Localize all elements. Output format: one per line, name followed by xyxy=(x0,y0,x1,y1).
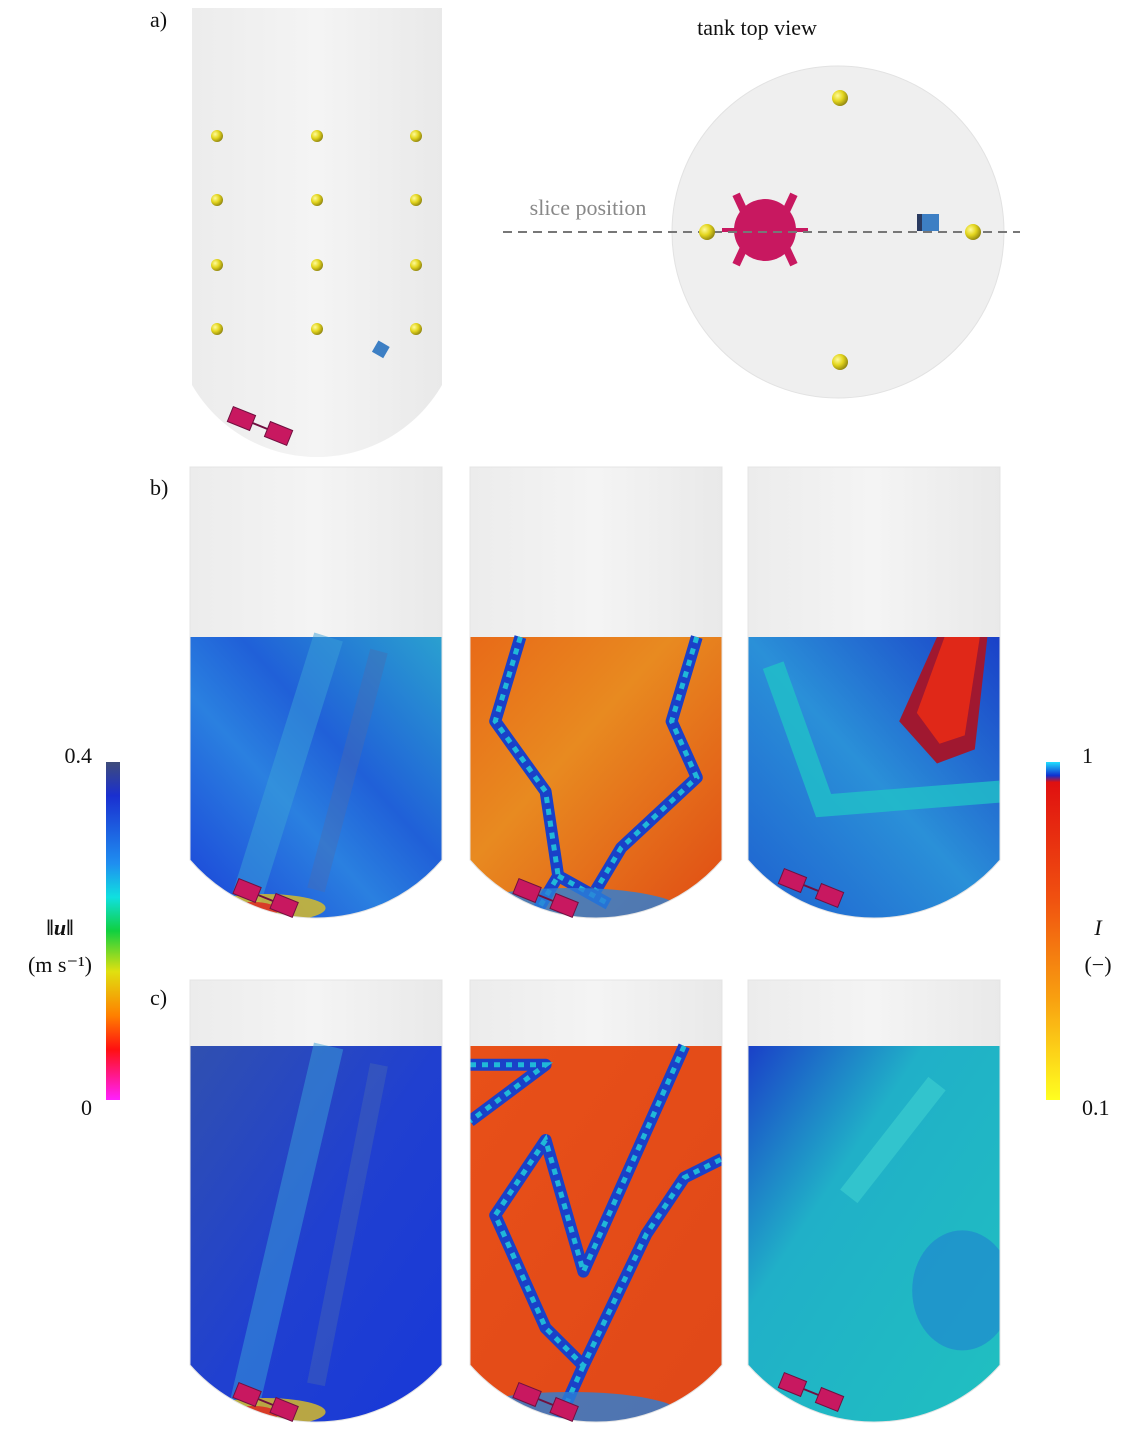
colorbar-unit: (−) xyxy=(1084,952,1111,977)
slice-panel xyxy=(748,467,1000,920)
colorbar-min: 0 xyxy=(81,1095,92,1120)
sensor-sphere xyxy=(311,194,323,206)
hot-spot xyxy=(228,1406,278,1422)
sensor-sphere xyxy=(311,259,323,271)
sensor-sphere xyxy=(211,259,223,271)
tank-empty xyxy=(470,980,722,1046)
tank-side-view xyxy=(192,8,442,457)
tank-empty xyxy=(190,467,442,637)
slice-label: slice position xyxy=(530,195,647,220)
tank-empty xyxy=(748,980,1000,1046)
sensor-sphere xyxy=(410,259,422,271)
panel-label: b) xyxy=(150,475,168,500)
colorbar-unit: (m s⁻¹) xyxy=(28,952,92,977)
colorbar-symbol: ‖u‖ xyxy=(46,915,73,940)
colorbar-min: 0.1 xyxy=(1082,1095,1110,1120)
colorbar-max: 1 xyxy=(1082,743,1093,768)
tank-empty xyxy=(470,467,722,637)
sensor-sphere xyxy=(311,130,323,142)
slice-panel xyxy=(190,467,442,922)
top-view-title: tank top view xyxy=(697,15,817,40)
figure: a) tank top view b) c) slice position 0.… xyxy=(0,0,1126,1429)
tank-empty xyxy=(748,467,1000,637)
colorbar-index xyxy=(1046,762,1060,1100)
sensor-sphere xyxy=(410,194,422,206)
tank-empty xyxy=(190,980,442,1046)
panel-label: c) xyxy=(150,985,167,1010)
colorbar-velocity xyxy=(106,762,120,1100)
slice-panel xyxy=(190,980,442,1426)
slice-panel xyxy=(461,467,722,932)
sensor-sphere xyxy=(211,323,223,335)
colorbar-symbol: I xyxy=(1093,915,1103,940)
sensor-sphere xyxy=(211,130,223,142)
sensor-sphere xyxy=(211,194,223,206)
sensor-sphere xyxy=(410,323,422,335)
hot-spot xyxy=(228,902,278,918)
sensor xyxy=(922,214,939,231)
panel-label: a) xyxy=(150,7,167,32)
slice-panel xyxy=(461,980,722,1429)
zone xyxy=(912,1230,1012,1350)
colorbar-max: 0.4 xyxy=(65,743,93,768)
sensor-sphere xyxy=(410,130,422,142)
sensor-sphere xyxy=(311,323,323,335)
slice-panel xyxy=(748,980,1012,1424)
